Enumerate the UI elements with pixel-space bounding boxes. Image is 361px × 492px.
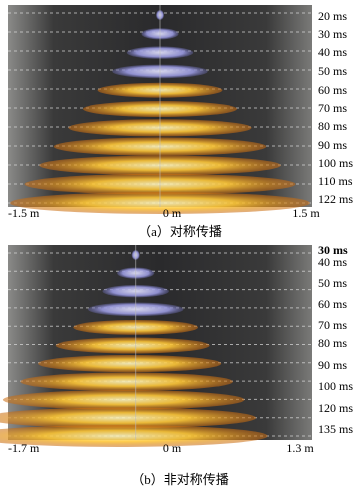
figure: 20 ms 30 ms 40 ms 50 ms 60 ms 70 ms 80 ms 90 ms… xyxy=(0,0,361,492)
time-label: 30 ms xyxy=(318,27,347,41)
time-label: 60 ms xyxy=(318,297,347,311)
caption: （a）对称传播 xyxy=(138,224,222,239)
time-label: 135 ms xyxy=(318,422,353,436)
time-label: 60 ms xyxy=(318,83,347,97)
time-label: 90 ms xyxy=(318,358,347,372)
time-label: 70 ms xyxy=(318,101,347,115)
flame xyxy=(21,373,233,391)
time-label: 50 ms xyxy=(318,276,347,290)
flame xyxy=(3,390,244,410)
axis-label: 1.5 m xyxy=(292,206,320,220)
axis-label: 1.3 m xyxy=(286,441,314,455)
time-label: 110 ms xyxy=(318,174,353,188)
page: {"panels": [ {"times": ["20 ms", "30 ms"… xyxy=(0,0,361,492)
flame xyxy=(56,338,210,354)
time-label: 100 ms xyxy=(318,156,353,170)
time-label: 100 ms xyxy=(318,379,353,393)
time-label: 70 ms xyxy=(318,318,347,332)
photo xyxy=(0,245,312,447)
time-label: 80 ms xyxy=(318,119,347,133)
time-label: 120 ms xyxy=(318,401,353,415)
axis-label: -1.5 m xyxy=(8,206,40,220)
time-label: 20 ms xyxy=(318,9,347,23)
time-label: 40 ms xyxy=(318,45,347,59)
time-label: 80 ms xyxy=(318,336,347,350)
flame xyxy=(38,355,221,372)
photo xyxy=(8,5,312,214)
time-label: 40 ms xyxy=(318,255,347,269)
caption: （b）非对称传播 xyxy=(131,472,229,487)
axis-label: 0 m xyxy=(163,441,182,455)
time-label: 90 ms xyxy=(318,138,347,152)
axis-label: -1.7 m xyxy=(8,441,40,455)
time-label: 50 ms xyxy=(318,64,347,78)
time-label: 122 ms xyxy=(318,192,353,206)
axis-label: 0 m xyxy=(163,206,182,220)
